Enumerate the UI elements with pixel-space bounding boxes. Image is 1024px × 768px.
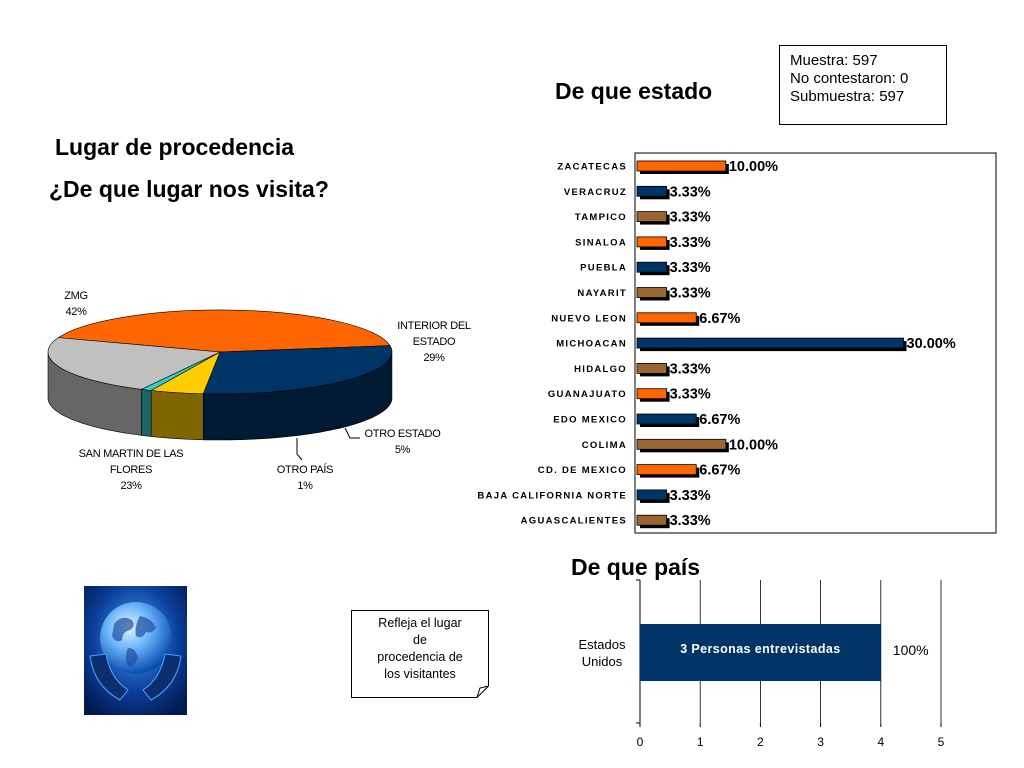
- no-answer-count: No contestaron: 0: [790, 70, 909, 87]
- pie-label-san-martin: SAN MARTIN DE LAS FLORES 23%: [78, 446, 184, 494]
- state-label-6: NUEVO LEON: [551, 313, 627, 324]
- pie-slice-0: [57, 309, 391, 353]
- state-label-2: TAMPICO: [575, 212, 627, 223]
- state-chart-title: De que estado: [555, 78, 713, 104]
- pie-label-otro-pais-name: OTRO PAÍS: [276, 464, 334, 476]
- pie-label-san-martin-value: 23%: [120, 480, 142, 492]
- note-line-4: los visitantes: [384, 667, 456, 681]
- state-label-3: SINALOA: [575, 237, 627, 248]
- question-title: ¿De que lugar nos visita?: [49, 176, 329, 202]
- state-value-3: 3.33%: [670, 235, 711, 251]
- state-label-1: VERACRUZ: [564, 187, 627, 198]
- state-value-11: 10.00%: [729, 437, 778, 453]
- country-x-tick-5: 5: [938, 735, 945, 749]
- country-bar: [640, 624, 881, 681]
- state-label-14: AGUASCALIENTES: [521, 516, 627, 527]
- state-bar-2: [636, 211, 667, 222]
- pie-side-2: [150, 390, 204, 441]
- state-label-0: ZACATECAS: [557, 162, 627, 173]
- note-callout: Refleja el lugar de procedencia de los v…: [351, 610, 489, 698]
- state-value-12: 6.67%: [699, 463, 740, 479]
- pie-label-otro-estado: OTRO ESTADO 5%: [355, 426, 450, 458]
- country-x-tick-0: 0: [637, 735, 644, 749]
- state-value-1: 3.33%: [670, 184, 711, 200]
- state-bar-8: [636, 362, 667, 374]
- state-bar-13: [636, 489, 667, 501]
- state-bar-chart: ZACATECAS VERACRUZ TAMPICO SINALOA PUEBLA NAY…: [477, 152, 997, 534]
- state-bar-5: [636, 287, 667, 298]
- state-value-13: 3.33%: [670, 488, 711, 504]
- pie-label-interior-value: 29%: [423, 352, 445, 364]
- note-line-3: procedencia de: [377, 650, 463, 664]
- country-x-tick-2: 2: [757, 735, 764, 749]
- state-value-14: 3.33%: [670, 513, 711, 529]
- state-bar-3: [636, 236, 667, 248]
- pie-label-otro-pais-value: 1%: [297, 480, 313, 492]
- note-line-2: de: [413, 633, 427, 647]
- pie-side-3: [141, 389, 152, 437]
- state-label-8: HIDALGO: [574, 364, 627, 375]
- otro-estado-leader-line: [344, 427, 360, 439]
- state-bar-6: [636, 312, 697, 324]
- pie-slice-1: [202, 345, 393, 395]
- state-value-10: 6.67%: [699, 412, 740, 428]
- state-value-2: 3.33%: [670, 210, 711, 226]
- state-value-4: 3.33%: [670, 260, 711, 276]
- globe-in-hands-icon: [84, 586, 187, 715]
- state-value-8: 3.33%: [670, 361, 711, 377]
- state-label-7: MICHOACAN: [556, 339, 627, 350]
- state-bar-12: [636, 464, 697, 476]
- pie-label-interior-name: INTERIOR DEL ESTADO: [397, 320, 471, 348]
- country-bar-text: 3 Personas entrevistadas: [680, 642, 840, 656]
- pie-label-otro-pais: OTRO PAÍS 1%: [265, 462, 345, 494]
- country-bar-chart: 3 Personas entrevistadas 100% 0 1 2 3 4 5: [636, 579, 945, 749]
- note-line-1: Refleja el lugar: [378, 616, 462, 630]
- origin-title: Lugar de procedencia: [55, 134, 295, 160]
- state-label-12: CD. DE MEXICO: [538, 465, 627, 476]
- pie-label-otro-estado-name: OTRO ESTADO: [364, 428, 441, 440]
- state-bar-1: [636, 185, 667, 197]
- country-bar-value: 100%: [893, 642, 929, 658]
- state-bar-7: [636, 337, 904, 349]
- country-x-tick-1: 1: [697, 735, 704, 749]
- note-shape: [351, 610, 489, 698]
- note-text: Refleja el lugar de procedencia de los v…: [351, 615, 489, 683]
- state-label-13: BAJA CALIFORNIA NORTE: [477, 490, 627, 501]
- pie-label-otro-estado-value: 5%: [394, 444, 411, 456]
- country-chart-title: De que país: [571, 554, 701, 580]
- country-x-tick-4: 4: [877, 735, 884, 749]
- sample-info-box: Muestra: 597 No contestaron: 0 Submuestr…: [779, 45, 947, 125]
- state-bar-4: [636, 261, 667, 273]
- state-label-11: COLIMA: [582, 440, 627, 451]
- state-bar-9: [636, 388, 667, 400]
- subsample-size: Submuestra: 597: [790, 88, 905, 105]
- origin-pie-chart: [47, 309, 393, 461]
- state-bar-0: [636, 160, 727, 172]
- state-bar-10: [636, 413, 697, 425]
- country-category-label: Estados Unidos: [578, 637, 626, 669]
- state-value-6: 6.67%: [699, 311, 740, 327]
- pie-label-zmg-name: ZMG: [64, 290, 88, 302]
- pie-label-interior: INTERIOR DEL ESTADO 29%: [385, 318, 483, 366]
- state-label-5: NAYARIT: [577, 288, 627, 299]
- state-bar-11: [636, 438, 727, 450]
- state-value-5: 3.33%: [670, 286, 711, 302]
- state-label-9: GUANAJUATO: [548, 389, 627, 400]
- pie-label-zmg: ZMG 42%: [50, 288, 102, 320]
- state-bar-14: [636, 514, 667, 526]
- sample-size: Muestra: 597: [790, 52, 878, 69]
- pie-slice-4: [47, 337, 222, 390]
- state-label-10: EDO MEXICO: [553, 415, 627, 426]
- pie-label-san-martin-name: SAN MARTIN DE LAS FLORES: [78, 448, 184, 476]
- state-value-7: 30.00%: [907, 336, 956, 352]
- state-value-0: 10.00%: [729, 159, 778, 175]
- state-value-9: 3.33%: [670, 387, 711, 403]
- pie-label-zmg-value: 42%: [65, 306, 87, 318]
- state-label-4: PUEBLA: [580, 263, 627, 274]
- otro-pais-leader-line: [296, 438, 303, 461]
- country-x-tick-3: 3: [817, 735, 824, 749]
